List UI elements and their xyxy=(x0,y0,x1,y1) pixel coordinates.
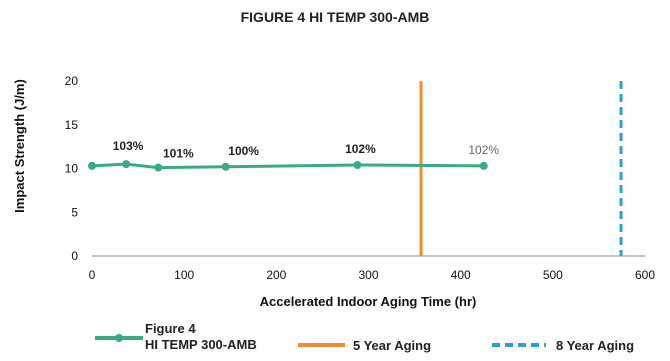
legend: Figure 4 HI TEMP 300-AMB 5 Year Aging 8 Yea… xyxy=(95,321,634,353)
y-tick-label: 5 xyxy=(71,205,78,219)
y-ticks: 0 5 10 15 20 xyxy=(65,74,79,263)
data-label: 100% xyxy=(228,144,259,158)
reference-lines xyxy=(419,81,623,256)
data-label: 102% xyxy=(345,142,376,156)
y-tick-label: 0 xyxy=(71,249,78,263)
data-label: 103% xyxy=(113,139,144,153)
x-tick-label: 100 xyxy=(174,268,194,282)
y-axis-label: Impact Strength (J/m) xyxy=(12,79,27,213)
data-point xyxy=(353,161,362,169)
x-tick-label: 500 xyxy=(543,268,563,282)
legend-label-5yr: 5 Year Aging xyxy=(353,338,431,353)
x-tick-label: 0 xyxy=(89,268,96,282)
data-point xyxy=(88,161,96,170)
x-axis-label: Accelerated Indoor Aging Time (hr) xyxy=(260,294,477,309)
y-tick-label: 20 xyxy=(65,74,79,88)
data-label: 101% xyxy=(163,147,194,161)
data-point xyxy=(154,163,163,172)
series xyxy=(88,160,488,172)
y-tick-label: 10 xyxy=(65,162,79,176)
data-point xyxy=(122,160,131,169)
y-tick-label: 15 xyxy=(65,118,79,132)
data-point xyxy=(221,162,230,171)
legend-label-series: Figure 4 HI TEMP 300-AMB xyxy=(145,321,257,352)
x-tick-label: 400 xyxy=(451,268,471,282)
x-tick-label: 200 xyxy=(266,268,286,282)
legend-marker xyxy=(115,334,123,342)
series-line xyxy=(91,162,484,170)
x-ticks: 0 100 200 300 400 500 600 xyxy=(89,268,656,282)
x-tick-label: 300 xyxy=(358,268,378,282)
chart-title: FIGURE 4 HI TEMP 300-AMB xyxy=(241,9,430,25)
data-label: 102% xyxy=(468,143,499,157)
x-tick-label: 600 xyxy=(635,268,655,282)
data-labels: 103% 101% 100% 102% 102% xyxy=(113,139,500,161)
legend-label-8yr: 8 Year Aging xyxy=(556,338,634,353)
data-point xyxy=(479,161,488,170)
